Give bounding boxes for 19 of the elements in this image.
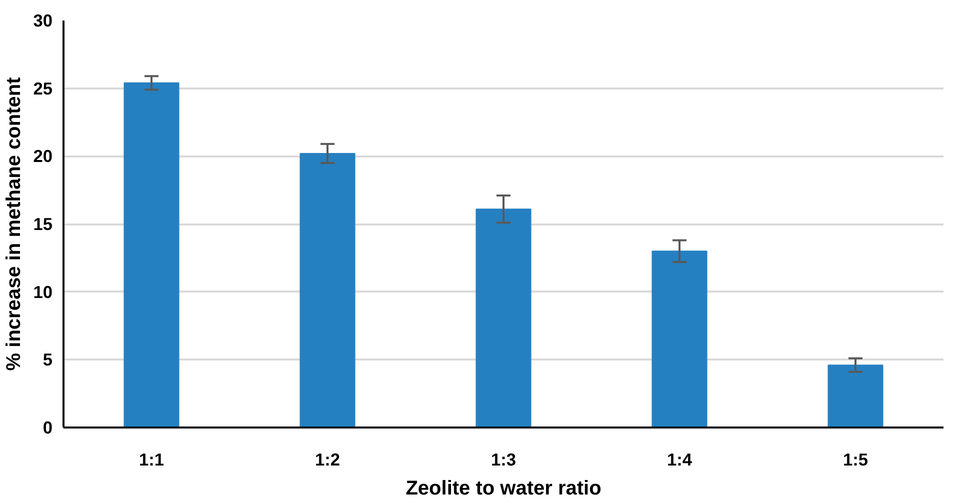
bar xyxy=(124,82,180,428)
x-tick-label: 1:1 xyxy=(138,450,164,470)
x-tick-label: 1:2 xyxy=(314,450,340,470)
y-tick-label: 15 xyxy=(33,214,53,234)
x-tick-label: 1:5 xyxy=(842,450,868,470)
bar xyxy=(652,250,708,428)
bar xyxy=(300,152,356,428)
y-tick-label: 25 xyxy=(33,78,53,98)
x-tick-label: 1:4 xyxy=(666,450,692,470)
bar xyxy=(476,208,532,428)
y-axis-title: % increase in methane content xyxy=(3,76,26,371)
y-tick-label: 10 xyxy=(33,282,53,302)
y-tick-label: 30 xyxy=(33,10,53,30)
y-tick-label: 5 xyxy=(42,350,53,370)
x-tick-label: 1:3 xyxy=(490,450,516,470)
y-tick-label: 20 xyxy=(33,146,53,166)
bar xyxy=(828,364,884,428)
x-axis-title: Zeolite to water ratio xyxy=(406,478,602,500)
y-tick-label: 0 xyxy=(42,418,53,438)
